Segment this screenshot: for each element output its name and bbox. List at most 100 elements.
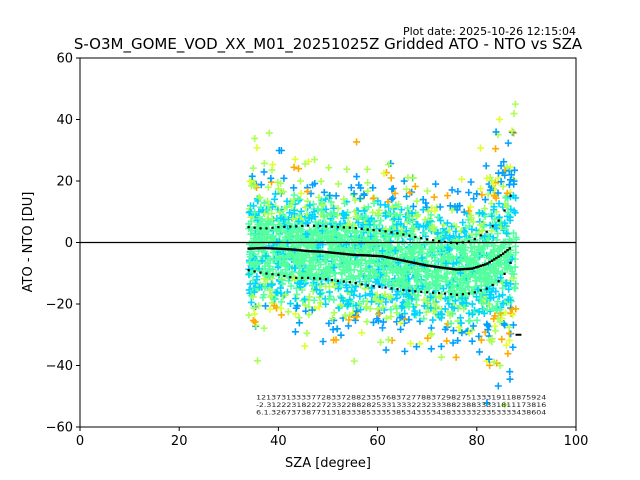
scatter-point [346, 220, 354, 228]
scatter-point [246, 177, 254, 185]
scatter-point [368, 291, 376, 299]
count-annotations: 1213731333377283372882335768372778837298… [256, 394, 546, 416]
scatter-point [498, 335, 506, 343]
mean-marker [269, 247, 273, 250]
scatter-point [469, 218, 477, 226]
scatter-point [391, 189, 399, 197]
scatter-point [253, 144, 261, 152]
scatter-point [490, 358, 498, 366]
y-tick-label: 60 [56, 52, 73, 67]
scatter-point [347, 272, 355, 280]
scatter-point [412, 296, 420, 304]
scatter-point [418, 254, 426, 262]
mean-marker [390, 256, 393, 260]
scatter-point [348, 288, 356, 296]
scatter-point [458, 294, 466, 302]
mean-marker [455, 268, 458, 271]
scatter-point [291, 264, 298, 272]
mean-marker [254, 247, 257, 250]
scatter-point [456, 269, 464, 277]
mean-marker [276, 247, 279, 250]
scatter-point [393, 212, 401, 220]
scatter-point [330, 209, 338, 217]
mean-marker [470, 267, 474, 270]
upper-std-marker [354, 227, 357, 230]
scatter-point [374, 259, 382, 267]
scatter-point [296, 177, 304, 185]
scatter-point [296, 263, 304, 271]
mean-marker [321, 250, 324, 253]
scatter-point [352, 261, 360, 269]
upper-std-marker [402, 233, 405, 236]
upper-std-marker [396, 232, 399, 235]
scatter-point [260, 275, 268, 283]
scatter-point [398, 313, 406, 321]
scatter-point [368, 256, 376, 264]
upper-std-marker [438, 240, 441, 243]
scatter-point [295, 319, 303, 327]
scatter-point [317, 177, 325, 185]
scatter-point [277, 304, 285, 312]
mean-marker [426, 264, 429, 267]
scatter-point [455, 324, 463, 332]
mean-marker [318, 250, 322, 253]
scatter-point [491, 327, 499, 335]
mean-marker [492, 258, 496, 261]
lower-std-marker [271, 273, 274, 276]
mean-marker [434, 265, 438, 269]
scatter-point [389, 185, 397, 193]
scatter-point [370, 199, 378, 207]
scatter-point [387, 244, 395, 252]
scatter-point [352, 213, 360, 221]
scatter-point [367, 232, 375, 240]
scatter-point [492, 145, 500, 153]
scatter-point [494, 169, 502, 177]
scatter-point [505, 336, 513, 344]
scatter-point [505, 285, 513, 293]
scatter-point [494, 230, 502, 238]
mean-marker [263, 246, 266, 250]
scatter-point [329, 218, 337, 226]
scatter-point [369, 318, 377, 326]
scatter-point [277, 268, 285, 276]
scatter-point [511, 166, 519, 174]
scatter-point [317, 261, 325, 269]
scatter-point [313, 286, 321, 294]
upper-std-marker [432, 239, 435, 242]
scatter-point [511, 100, 519, 108]
mean-marker [421, 263, 424, 266]
scatter-point [286, 300, 294, 308]
scatter-point [262, 252, 270, 260]
scatter-point [245, 311, 253, 319]
mean-marker [325, 250, 328, 254]
scatter-point [334, 230, 342, 238]
lower-std-marker [348, 281, 351, 284]
scatter-point [457, 278, 465, 286]
scatter-point [402, 253, 410, 261]
scatter-point [477, 336, 485, 344]
scatter-point [324, 265, 332, 273]
lower-std-marker [342, 280, 345, 283]
mean-marker [372, 254, 375, 257]
scatter-point [279, 188, 287, 196]
mean-marker [298, 249, 302, 252]
scatter-point [449, 327, 457, 335]
scatter-point [511, 209, 519, 217]
scatter-point [302, 307, 310, 315]
scatter-point [491, 278, 499, 286]
scatter-point [499, 300, 507, 308]
scatter-point [265, 202, 273, 210]
scatter-point [261, 262, 269, 270]
scatter-point [494, 267, 502, 275]
scatter-point [430, 223, 438, 231]
scatter-point [264, 183, 272, 191]
scatter-point [261, 284, 269, 292]
scatter-point [268, 291, 276, 299]
scatter-point [318, 201, 326, 209]
scatter-point [343, 284, 351, 292]
mean-marker [330, 251, 333, 254]
lower-std-marker [330, 278, 334, 282]
lower-std-marker [503, 272, 506, 275]
x-tick-label: 20 [171, 434, 188, 449]
lower-std-marker [485, 287, 488, 290]
